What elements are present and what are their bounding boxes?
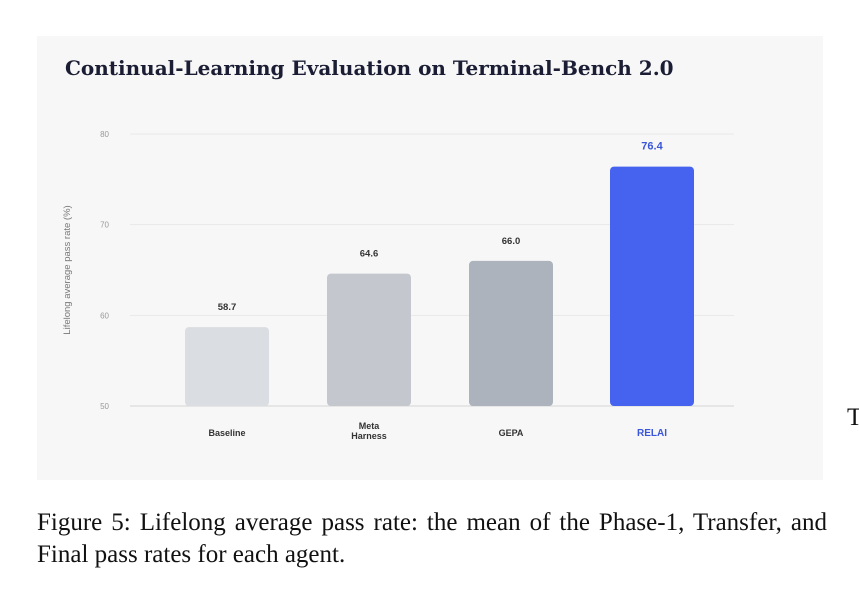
chart-title: Continual-Learning Evaluation on Termina…: [65, 56, 674, 80]
bar-value-label: 66.0: [502, 236, 521, 247]
y-tick-label: 80: [100, 130, 109, 139]
bar-value-label: 58.7: [218, 302, 237, 313]
chart-panel: Continual-Learning Evaluation on Termina…: [37, 36, 823, 480]
bar-value-label: 64.6: [360, 249, 379, 260]
bar: [469, 260, 553, 406]
x-tick-label: Meta: [359, 421, 380, 431]
bar-value-label: 76.4: [641, 141, 663, 153]
x-tick-label: Harness: [351, 431, 387, 441]
bar: [610, 166, 694, 406]
bar-chart: 50 60 70 80 Lifelong average pass rate (%) 58…: [62, 130, 734, 441]
bar: [185, 327, 269, 406]
y-tick-label: 50: [100, 402, 109, 411]
y-axis-title: Lifelong average pass rate (%): [62, 205, 73, 334]
x-tick-label: GEPA: [499, 428, 524, 438]
y-tick-label: 70: [100, 221, 109, 230]
y-tick-label: 60: [100, 311, 109, 320]
x-tick-label: Baseline: [208, 428, 245, 438]
bar: [327, 273, 411, 406]
adjacent-text-fragment: T: [847, 404, 859, 431]
figure-caption: Figure 5: Lifelong average pass rate: th…: [37, 509, 827, 568]
x-tick-label: RELAI: [637, 428, 667, 439]
